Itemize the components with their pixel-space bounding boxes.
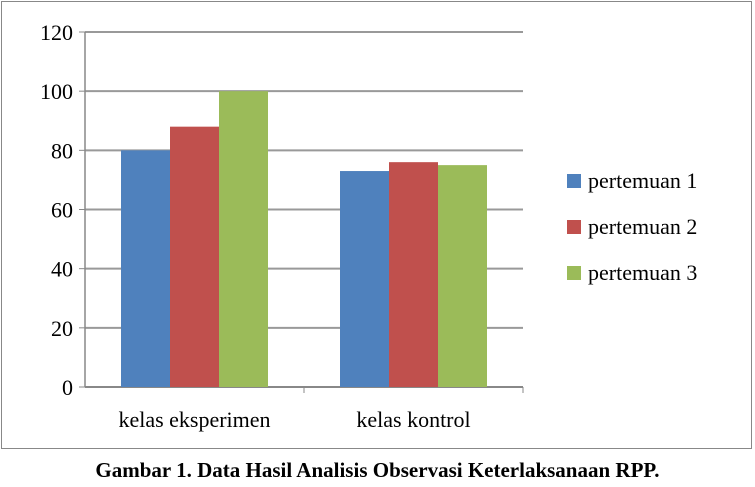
bar-pertemuan-1: [340, 171, 389, 387]
y-tick-label: 120: [40, 20, 73, 45]
category-label: kelas eksperimen: [118, 407, 270, 432]
chart-frame: [1, 1, 752, 449]
y-tick-label: 20: [51, 316, 73, 341]
y-tick-label: 40: [51, 257, 73, 282]
bar-pertemuan-1: [121, 150, 170, 387]
legend-label: pertemuan 2: [588, 214, 697, 239]
bar-chart: 0 20 40 60 80 100 120 kelas eksperimen kelas kon…: [40, 20, 697, 432]
figure-caption: Gambar 1. Data Hasil Analisis Observasi …: [95, 458, 660, 482]
y-tick-label: 80: [51, 138, 73, 163]
bar-pertemuan-3: [219, 91, 268, 388]
category-label: kelas kontrol: [356, 407, 470, 432]
legend-label: pertemuan 1: [588, 168, 697, 193]
legend-label: pertemuan 3: [588, 260, 697, 285]
legend-swatch: [567, 174, 581, 188]
legend-swatch: [567, 220, 581, 234]
legend-swatch: [567, 266, 581, 280]
bar-pertemuan-2: [389, 162, 438, 387]
y-tick-label: 0: [62, 375, 73, 400]
bar-pertemuan-3: [438, 165, 487, 387]
y-tick-label: 60: [51, 198, 73, 223]
y-tick-label: 100: [40, 79, 73, 104]
bar-pertemuan-2: [170, 126, 219, 388]
